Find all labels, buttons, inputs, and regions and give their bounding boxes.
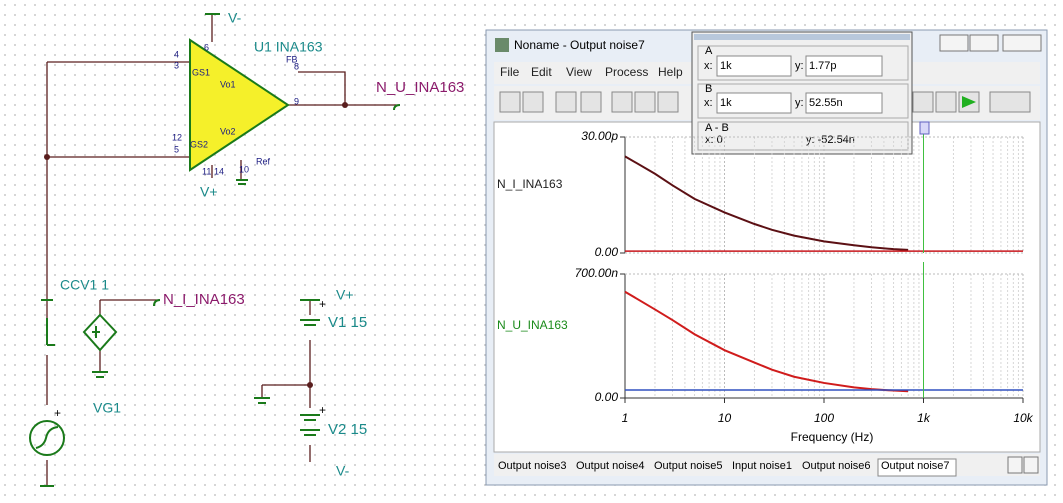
- schematic-label: U1 INA163: [254, 39, 323, 55]
- cursor-ab-x: x: 0: [705, 134, 723, 146]
- schematic-label: GS1: [192, 67, 210, 77]
- window-title: Noname - Output noise7: [514, 38, 645, 52]
- tab[interactable]: Output noise5: [654, 460, 723, 472]
- schematic-label: V+: [336, 287, 354, 303]
- schematic-label: V-: [336, 463, 350, 479]
- schematic-label: 12: [172, 132, 182, 142]
- y-tick-label: 700.00n: [575, 266, 619, 280]
- schematic-label: 5: [174, 144, 179, 154]
- x-tick-label: 10: [718, 411, 732, 425]
- cursor-b-y: 52.55n: [809, 97, 843, 109]
- schematic-label: 6: [204, 42, 209, 52]
- schematic-label: Vo2: [220, 126, 236, 136]
- schematic-label: CCV1 1: [60, 277, 109, 293]
- schematic-label: Vo1: [220, 79, 236, 89]
- cursor-fields: [716, 55, 883, 114]
- x-tick-label: 10k: [1013, 411, 1033, 425]
- schematic-label: 10: [239, 164, 249, 174]
- cursor-a-y: 1.77p: [809, 60, 837, 72]
- cursor-b-label: B: [705, 83, 712, 95]
- junction: [342, 102, 348, 108]
- menu-item[interactable]: Edit: [531, 65, 552, 79]
- schematic-label: V1 15: [328, 314, 367, 331]
- junction: [307, 382, 313, 388]
- schematic-label: 4: [174, 49, 179, 59]
- run-icon: [962, 96, 976, 108]
- schematic-label: V-: [228, 10, 242, 26]
- window-buttons: [939, 34, 1042, 474]
- tab[interactable]: Output noise4: [576, 460, 645, 472]
- components: [29, 13, 401, 487]
- schematic-label: N_I_INA163: [163, 291, 245, 308]
- cursor-ab-label: A - B: [705, 122, 729, 134]
- x-tick-label: 1k: [917, 411, 931, 425]
- toolbar-icons: [499, 91, 1031, 113]
- tab[interactable]: Output noise3: [498, 460, 567, 472]
- schematic-label: 3: [174, 60, 179, 70]
- x-axis-label: Frequency (Hz): [791, 430, 874, 444]
- schematic-label: N_U_INA163: [376, 79, 464, 96]
- y-tick-label: 0.00: [595, 390, 619, 404]
- cursor-ab-y: y: -52.54n: [806, 134, 855, 146]
- schematic-label: V2 15: [328, 421, 367, 438]
- menu-item[interactable]: View: [566, 65, 592, 79]
- schematic-label: +: [319, 403, 326, 417]
- schematic-label: 9: [294, 96, 299, 106]
- schematic-label: 11: [202, 166, 211, 176]
- schematic-label: +: [319, 297, 326, 311]
- y-axis-label: N_U_INA163: [497, 318, 568, 332]
- cursor-handle[interactable]: [919, 121, 930, 135]
- schematic-label: FB: [286, 54, 298, 64]
- x-tick-label: 1: [622, 411, 629, 425]
- schematic-label: 14: [214, 166, 224, 176]
- cursor-box-caption: [694, 34, 910, 40]
- series-line: [624, 155, 909, 251]
- plot-area: [493, 121, 1041, 453]
- schematic-label: Ref: [256, 156, 271, 166]
- schematic-label: +: [54, 406, 61, 420]
- cursor-b-y_label: y:: [795, 97, 804, 109]
- schematic-label: 8: [294, 61, 299, 71]
- series-line: [624, 290, 909, 393]
- tab[interactable]: Input noise1: [732, 460, 792, 472]
- y-axis-label: N_I_INA163: [497, 177, 563, 191]
- cursor-groups: [697, 45, 909, 151]
- cursor-a-x_label: x:: [704, 60, 713, 72]
- cursor-a-label: A: [705, 45, 713, 57]
- junction: [44, 154, 50, 160]
- cursor-b-x: 1k: [720, 97, 732, 109]
- schematic-label: GS2: [190, 139, 208, 149]
- wires: [46, 14, 400, 485]
- tab[interactable]: Output noise6: [802, 460, 871, 472]
- y-tick-label: 0.00: [595, 245, 619, 259]
- app-icon: [495, 38, 509, 52]
- menu-item[interactable]: Help: [658, 65, 683, 79]
- menu-item[interactable]: Process: [605, 65, 648, 79]
- schematic-label: V+: [200, 184, 218, 200]
- tab[interactable]: Output noise7: [881, 460, 950, 472]
- cursor-b-x_label: x:: [704, 97, 713, 109]
- cursor-a-x: 1k: [720, 60, 732, 72]
- x-tick-label: 100: [814, 411, 834, 425]
- active-tab[interactable]: [877, 458, 957, 477]
- menu-item[interactable]: File: [500, 65, 520, 79]
- cursor-a-y_label: y:: [795, 60, 804, 72]
- y-tick-label: 30.00p: [581, 129, 618, 143]
- schematic-label: VG1: [93, 400, 121, 416]
